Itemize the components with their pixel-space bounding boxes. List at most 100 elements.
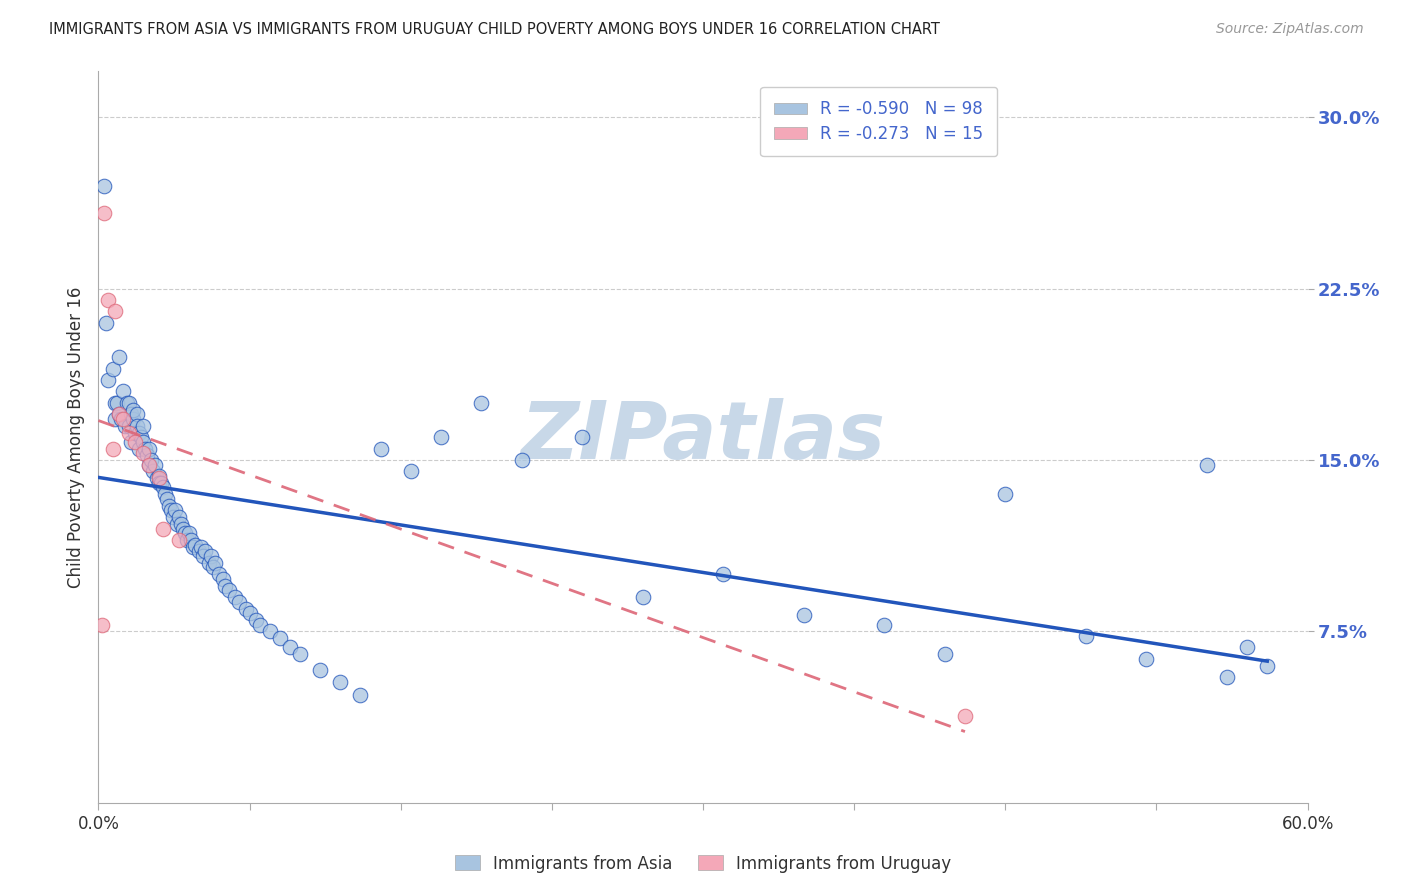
Point — [132, 434, 155, 449]
Point — [190, 540, 212, 554]
Point — [198, 556, 221, 570]
Point — [120, 434, 142, 449]
Point — [148, 471, 170, 485]
Point — [571, 430, 593, 444]
Point — [167, 510, 190, 524]
Point — [711, 567, 734, 582]
Point — [143, 458, 166, 472]
Point — [994, 487, 1017, 501]
Point — [121, 402, 143, 417]
Point — [148, 469, 170, 483]
Point — [269, 632, 291, 646]
Point — [235, 601, 257, 615]
Point — [152, 521, 174, 535]
Text: IMMIGRANTS FROM ASIA VS IMMIGRANTS FROM URUGUAY CHILD POVERTY AMONG BOYS UNDER 1: IMMIGRANTS FROM ASIA VS IMMIGRANTS FROM … — [49, 22, 941, 37]
Point — [188, 544, 211, 558]
Point — [148, 475, 170, 490]
Point — [1256, 658, 1278, 673]
Point — [128, 442, 150, 456]
Point — [934, 647, 956, 661]
Point — [329, 674, 352, 689]
Point — [239, 606, 262, 620]
Point — [349, 689, 371, 703]
Text: ZIPatlas: ZIPatlas — [520, 398, 886, 476]
Point — [125, 407, 148, 421]
Point — [793, 608, 815, 623]
Point — [631, 590, 654, 604]
Point — [101, 361, 124, 376]
Point — [118, 425, 141, 440]
Point — [370, 442, 392, 456]
Point — [124, 434, 146, 449]
Point — [138, 458, 160, 472]
Point — [170, 516, 193, 531]
Point — [953, 709, 976, 723]
Point — [249, 617, 271, 632]
Point — [157, 499, 180, 513]
Point — [278, 640, 301, 655]
Point — [156, 491, 179, 506]
Point — [259, 624, 281, 639]
Point — [202, 560, 225, 574]
Point — [139, 453, 162, 467]
Point — [160, 503, 183, 517]
Point — [93, 178, 115, 193]
Point — [118, 396, 141, 410]
Point — [162, 510, 184, 524]
Point — [194, 544, 217, 558]
Point — [228, 595, 250, 609]
Point — [124, 425, 146, 440]
Point — [103, 304, 125, 318]
Point — [166, 516, 188, 531]
Point — [118, 418, 141, 433]
Point — [214, 579, 236, 593]
Point — [103, 396, 125, 410]
Point — [470, 396, 492, 410]
Point — [245, 613, 267, 627]
Point — [111, 412, 134, 426]
Point — [1195, 458, 1218, 472]
Point — [121, 412, 143, 426]
Point — [93, 206, 115, 220]
Point — [91, 617, 114, 632]
Point — [1135, 652, 1157, 666]
Point — [107, 407, 129, 421]
Point — [125, 418, 148, 433]
Point — [97, 373, 120, 387]
Point — [167, 533, 190, 547]
Point — [208, 567, 231, 582]
Point — [399, 464, 422, 478]
Point — [128, 425, 150, 440]
Point — [193, 549, 215, 563]
Point — [510, 453, 533, 467]
Point — [1216, 670, 1239, 684]
Point — [101, 442, 124, 456]
Legend: Immigrants from Asia, Immigrants from Uruguay: Immigrants from Asia, Immigrants from Ur… — [449, 848, 957, 880]
Point — [172, 521, 194, 535]
Point — [200, 549, 222, 563]
Point — [181, 540, 204, 554]
Point — [179, 526, 201, 541]
Point — [135, 449, 157, 463]
Point — [180, 533, 202, 547]
Point — [142, 464, 165, 478]
Point — [430, 430, 453, 444]
Point — [309, 663, 332, 677]
Point — [115, 396, 138, 410]
Point — [174, 526, 197, 541]
Point — [132, 446, 155, 460]
Point — [152, 480, 174, 494]
Point — [288, 647, 311, 661]
Point — [110, 412, 132, 426]
Y-axis label: Child Poverty Among Boys Under 16: Child Poverty Among Boys Under 16 — [66, 286, 84, 588]
Point — [120, 407, 142, 421]
Point — [132, 418, 155, 433]
Point — [114, 418, 136, 433]
Point — [184, 537, 207, 551]
Point — [107, 350, 129, 364]
Point — [111, 384, 134, 399]
Point — [129, 430, 152, 444]
Point — [212, 572, 235, 586]
Point — [873, 617, 896, 632]
Point — [218, 583, 240, 598]
